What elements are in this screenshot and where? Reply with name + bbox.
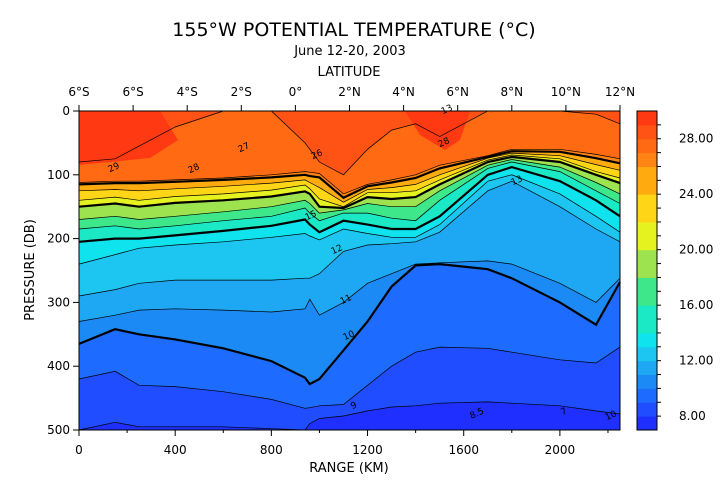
- lat-tick-label: 2°S: [231, 85, 252, 99]
- isotherm-20: [78, 155, 621, 210]
- colorbar-frame: [636, 110, 658, 431]
- colorbar-tick-label: 8.00: [679, 409, 706, 423]
- colorbar-swatch: [637, 138, 657, 154]
- isotherm-14: [78, 165, 621, 243]
- contour-label: 11: [339, 293, 354, 307]
- x-tick-label: 800: [260, 443, 283, 457]
- chart-title: 155°W POTENTIAL TEMPERATURE (°C): [172, 19, 535, 41]
- colorbar-tick-label: 24.00: [679, 187, 713, 201]
- contour-label: 28: [437, 136, 452, 150]
- lat-tick-label: 8°N: [500, 85, 523, 99]
- chart-subtitle: June 12-20, 2003: [293, 44, 406, 59]
- colorbar: 8.00 12.00 16.00 20.00 24.00 28.00: [636, 110, 713, 431]
- contour-label: 7: [559, 406, 568, 417]
- colorbar-swatch: [637, 374, 657, 389]
- y-tick-label: 300: [47, 295, 70, 309]
- band-29: [79, 111, 178, 165]
- band-29-east: [405, 111, 470, 150]
- colorbar-tick-label: 16.00: [679, 298, 713, 312]
- isotherm-9: [78, 346, 621, 409]
- y-tick-label: 500: [47, 423, 70, 437]
- y-tick-label: 400: [47, 359, 70, 373]
- colorbar-swatch: [637, 305, 657, 334]
- contour-label: 27: [237, 141, 252, 155]
- lat-tick-label: 2°N: [338, 85, 361, 99]
- isotherm-24: [78, 152, 621, 203]
- colorbar-swatch: [637, 360, 657, 376]
- lat-tick-label: 6°S: [122, 85, 143, 99]
- x-tick-label: 1600: [448, 443, 479, 457]
- colorbar-swatch: [637, 111, 657, 126]
- isotherm-18: [78, 159, 621, 220]
- lat-tick-label: 6°N: [446, 85, 469, 99]
- isotherm-22: [78, 154, 621, 208]
- isotherm-11: [78, 260, 621, 322]
- contour-label: 9: [349, 400, 359, 412]
- colorbar-swatch: [637, 249, 657, 278]
- colorbar-swatch: [637, 346, 657, 362]
- isotherm-lines: [78, 110, 621, 431]
- contour-label: 10: [604, 409, 619, 423]
- colorbar-swatch: [637, 152, 657, 167]
- lat-tick-label: 6°S: [68, 85, 89, 99]
- x-axis: 0 400 800 1200 1600 2000: [75, 430, 609, 457]
- contour-label: 10: [342, 329, 357, 343]
- colorbar-tick-label: 20.00: [679, 243, 713, 257]
- contour-label: 13: [510, 174, 525, 188]
- colorbar-tick-label: 28.00: [679, 132, 713, 146]
- isotherm-26: [78, 150, 621, 200]
- colorbar-swatch: [637, 124, 657, 140]
- y-tick-label: 200: [47, 232, 70, 246]
- colorbar-swatch: [637, 194, 657, 223]
- lat-tick-label: 4°N: [392, 85, 415, 99]
- colorbar-swatch: [637, 277, 657, 306]
- contour-label: 15: [304, 209, 319, 223]
- contour-label: 29: [107, 161, 122, 175]
- isotherm-10: [78, 262, 621, 386]
- isotherm-27: [78, 148, 621, 195]
- lat-tick-label: 0°: [289, 85, 303, 99]
- contour-label: 28: [187, 162, 202, 176]
- lat-tick-label: 10°N: [551, 85, 581, 99]
- temperature-bands: [79, 111, 620, 430]
- contour-label: 13: [440, 103, 455, 117]
- isotherm-13: [78, 174, 621, 265]
- isotherm-16: [78, 161, 621, 230]
- top-axis-title: LATITUDE: [318, 65, 381, 80]
- lat-tick-label: 12°N: [605, 85, 635, 99]
- contour-label: 26: [310, 148, 325, 162]
- colorbar-swatch: [637, 388, 657, 403]
- x-tick-label: 0: [75, 443, 83, 457]
- x-axis-title: RANGE (KM): [309, 461, 388, 476]
- lat-tick-label: 4°S: [177, 85, 198, 99]
- band-28: [79, 111, 620, 175]
- isotherm-12: [78, 180, 621, 297]
- y-axis: 0 100 200 300 400 500: [47, 104, 79, 437]
- colorbar-swatch: [637, 416, 657, 431]
- x-tick-label: 2000: [545, 443, 576, 457]
- x-tick-label: 400: [164, 443, 187, 457]
- colorbar-swatch: [637, 402, 657, 417]
- y-axis-title: PRESSURE (DB): [23, 219, 38, 321]
- colorbar-tick-label: 12.00: [679, 354, 713, 368]
- colorbar-swatch: [637, 166, 657, 195]
- isotherm-8: [78, 401, 621, 431]
- x-tick-label: 1200: [352, 443, 383, 457]
- y-tick-label: 100: [47, 168, 70, 182]
- colorbar-swatch: [637, 221, 657, 251]
- y-tick-label: 0: [62, 104, 70, 118]
- colorbar-swatch: [637, 332, 657, 348]
- contour-label: 12: [330, 243, 345, 257]
- latitude-axis: 6°S 6°S 4°S 2°S 0° 2°N 4°N 6°N 8°N 10°N 12°N: [68, 85, 635, 111]
